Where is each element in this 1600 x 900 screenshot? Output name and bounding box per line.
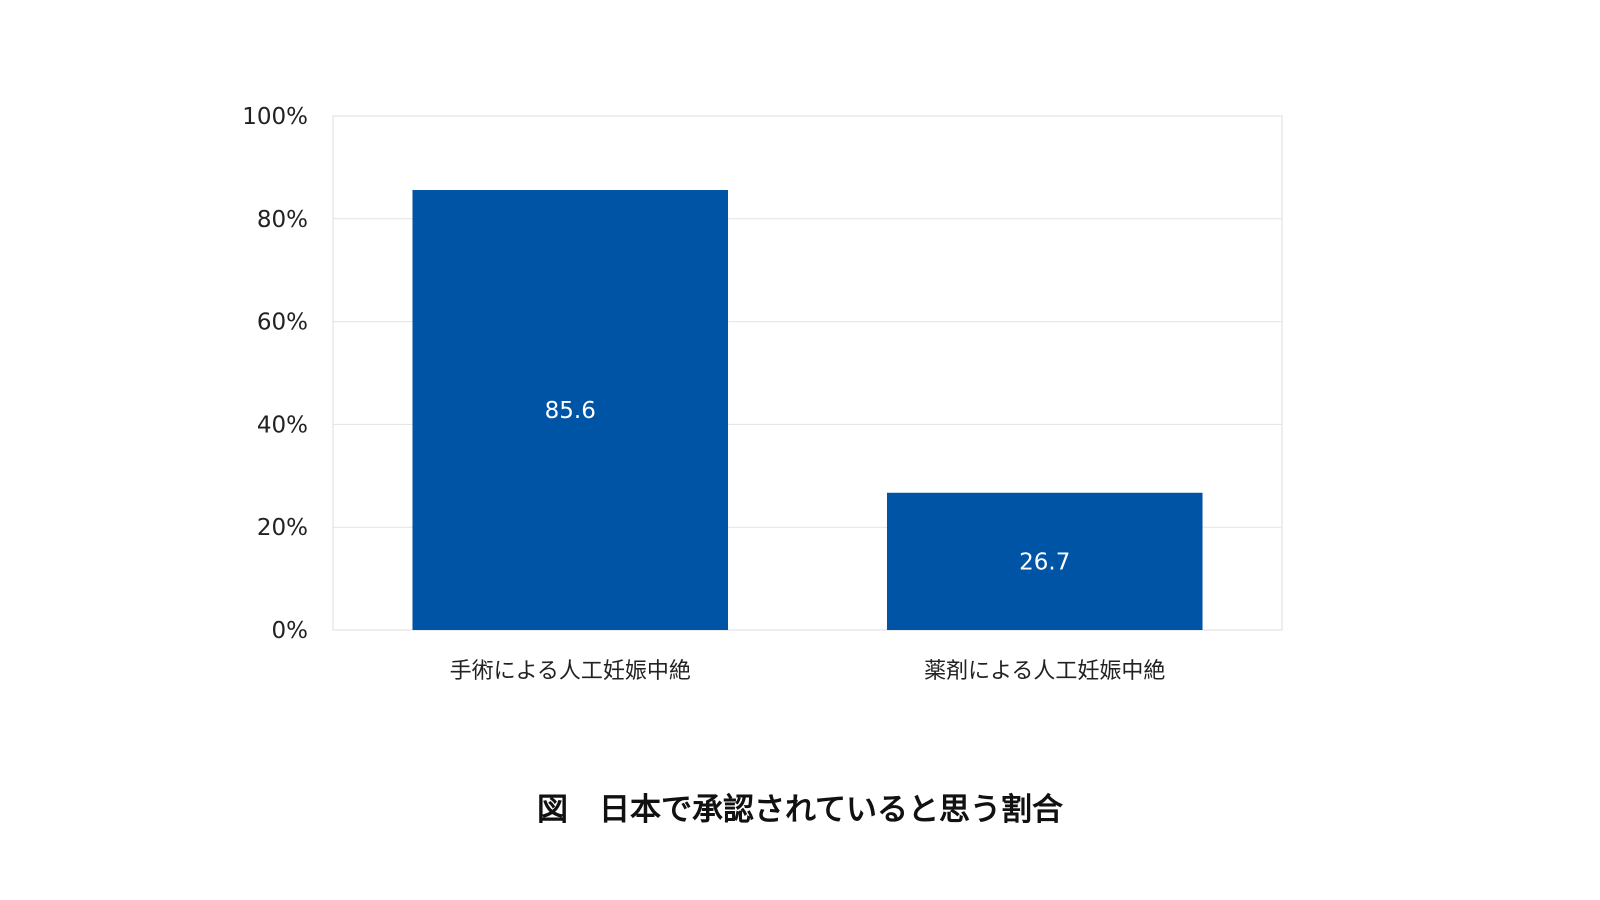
y-tick-label: 20% [257, 515, 308, 541]
bars [412, 190, 1203, 631]
y-tick-label: 40% [257, 412, 308, 438]
y-tick-label: 0% [272, 618, 309, 644]
bar [886, 492, 1203, 630]
figure-caption: 図 日本で承認されていると思う割合 [536, 792, 1064, 828]
x-axis-categories: 手術による人工妊娠中絶 薬剤による人工妊娠中絶 [450, 659, 1166, 684]
bar [412, 190, 729, 631]
data-label: 85.6 [545, 398, 596, 424]
category-label: 薬剤による人工妊娠中絶 [924, 659, 1165, 684]
y-axis-ticks: 0% 20% 40% 60% 80% 100% [242, 104, 308, 644]
y-tick-label: 100% [242, 104, 308, 130]
data-label: 26.7 [1019, 549, 1070, 575]
y-tick-label: 80% [257, 207, 308, 233]
category-label: 手術による人工妊娠中絶 [450, 659, 691, 684]
y-tick-label: 60% [257, 310, 308, 336]
data-labels: 85.6 26.7 [545, 398, 1071, 575]
